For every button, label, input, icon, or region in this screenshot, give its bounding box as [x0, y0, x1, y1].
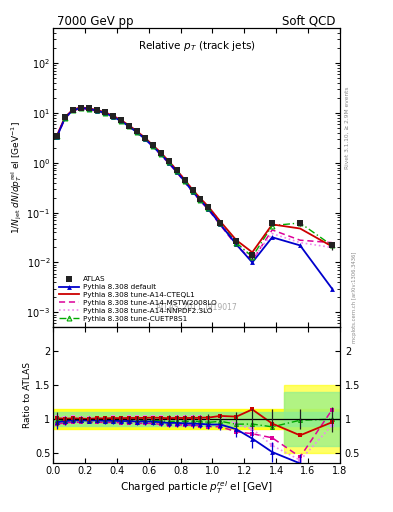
Text: mcplots.cern.ch [arXiv:1306.3436]: mcplots.cern.ch [arXiv:1306.3436] — [352, 251, 357, 343]
Bar — [53, 412, 340, 426]
Bar — [284, 385, 340, 453]
Bar — [284, 392, 340, 446]
Text: Soft QCD: Soft QCD — [282, 14, 336, 28]
Text: Rivet 3.1.10, ≥ 2.9M events: Rivet 3.1.10, ≥ 2.9M events — [345, 87, 350, 169]
Text: 7000 GeV pp: 7000 GeV pp — [57, 14, 134, 28]
Text: ATLAS_2011_I919017: ATLAS_2011_I919017 — [156, 302, 237, 311]
X-axis label: Charged particle $p_{T}^{rel}$ el [GeV]: Charged particle $p_{T}^{rel}$ el [GeV] — [120, 479, 273, 496]
Bar — [53, 409, 340, 430]
Text: Relative $p_{T}$ (track jets): Relative $p_{T}$ (track jets) — [138, 38, 255, 53]
Y-axis label: $1/N_{\rm jet}$ $dN/dp_T^{\rm rel}$ el [GeV$^{-1}$]: $1/N_{\rm jet}$ $dN/dp_T^{\rm rel}$ el [… — [9, 121, 24, 234]
Legend: ATLAS, Pythia 8.308 default, Pythia 8.308 tune-A14-CTEQL1, Pythia 8.308 tune-A14: ATLAS, Pythia 8.308 default, Pythia 8.30… — [57, 274, 219, 324]
Y-axis label: Ratio to ATLAS: Ratio to ATLAS — [23, 362, 32, 429]
